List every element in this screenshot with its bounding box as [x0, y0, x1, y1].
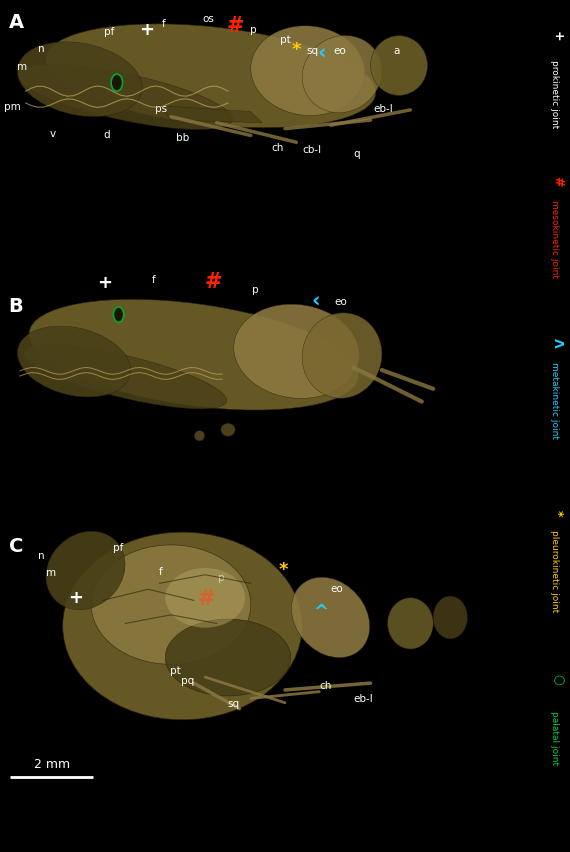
- Text: ‹: ‹: [317, 42, 327, 62]
- Text: *: *: [292, 41, 301, 60]
- Ellipse shape: [63, 532, 302, 720]
- Ellipse shape: [165, 568, 245, 628]
- Text: pm: pm: [4, 102, 21, 112]
- Text: bb: bb: [176, 133, 189, 143]
- Text: ps: ps: [154, 104, 167, 114]
- Ellipse shape: [302, 37, 382, 113]
- Circle shape: [113, 308, 124, 323]
- Text: sq: sq: [227, 698, 240, 708]
- Ellipse shape: [29, 300, 359, 411]
- Text: mesokinetic joint: mesokinetic joint: [549, 199, 559, 278]
- Text: #: #: [226, 15, 243, 36]
- Circle shape: [111, 75, 123, 92]
- Ellipse shape: [91, 545, 251, 665]
- Text: n: n: [38, 44, 44, 55]
- Ellipse shape: [18, 43, 142, 118]
- Text: p: p: [218, 573, 225, 583]
- Text: metakinetic joint: metakinetic joint: [549, 362, 559, 439]
- Text: ch: ch: [271, 143, 284, 153]
- Text: m: m: [17, 62, 27, 72]
- Text: eb-l: eb-l: [354, 693, 373, 703]
- Text: B: B: [9, 296, 23, 315]
- Ellipse shape: [433, 596, 467, 639]
- Text: m: m: [46, 567, 56, 578]
- Text: p: p: [252, 285, 259, 295]
- Ellipse shape: [18, 66, 233, 130]
- Text: eo: eo: [333, 46, 346, 56]
- Ellipse shape: [46, 532, 125, 610]
- Polygon shape: [160, 106, 262, 124]
- Text: n: n: [38, 550, 44, 561]
- Ellipse shape: [165, 619, 291, 696]
- Text: 2 mm: 2 mm: [34, 757, 70, 770]
- Ellipse shape: [18, 326, 131, 398]
- Ellipse shape: [234, 305, 359, 399]
- Ellipse shape: [46, 25, 376, 129]
- Text: v: v: [50, 129, 56, 139]
- Text: ‹: ‹: [311, 290, 320, 310]
- Text: prokinetic joint: prokinetic joint: [549, 60, 559, 128]
- Text: f: f: [162, 19, 165, 29]
- Text: ○: ○: [112, 307, 125, 320]
- Text: C: C: [9, 537, 23, 556]
- Ellipse shape: [221, 424, 235, 436]
- Text: q: q: [353, 148, 360, 158]
- Text: cb-l: cb-l: [302, 145, 321, 155]
- Ellipse shape: [302, 314, 382, 399]
- Text: p: p: [250, 25, 257, 35]
- Ellipse shape: [24, 346, 227, 409]
- Text: *: *: [551, 509, 564, 516]
- Text: f: f: [159, 566, 162, 576]
- Ellipse shape: [194, 431, 205, 441]
- Text: os: os: [202, 14, 214, 24]
- Text: ○: ○: [551, 674, 564, 684]
- Text: ○: ○: [109, 75, 121, 89]
- Text: pt: pt: [170, 665, 181, 676]
- Text: palatal joint: palatal joint: [549, 710, 559, 764]
- Text: d: d: [104, 130, 111, 140]
- Text: A: A: [9, 13, 24, 32]
- Text: a: a: [393, 46, 400, 56]
- Text: eo: eo: [330, 583, 343, 593]
- Text: +: +: [140, 20, 154, 39]
- Text: f: f: [152, 274, 156, 285]
- Text: pq: pq: [181, 675, 195, 685]
- Text: #: #: [198, 588, 215, 608]
- Text: +: +: [97, 273, 112, 292]
- Ellipse shape: [370, 37, 428, 96]
- Text: eo: eo: [335, 296, 347, 307]
- Text: pf: pf: [113, 542, 124, 552]
- Text: pt: pt: [280, 35, 290, 45]
- Text: ^: ^: [313, 602, 328, 621]
- Text: Λ: Λ: [551, 337, 564, 348]
- Ellipse shape: [291, 578, 370, 658]
- Text: #: #: [551, 176, 564, 186]
- Text: pf: pf: [104, 26, 115, 37]
- Text: sq: sq: [306, 46, 319, 56]
- Text: +: +: [68, 588, 83, 607]
- Text: *: *: [279, 560, 288, 579]
- Ellipse shape: [251, 26, 365, 117]
- Text: #: #: [205, 272, 222, 292]
- Text: ch: ch: [320, 680, 332, 690]
- Text: eb-l: eb-l: [373, 104, 393, 114]
- Text: +: +: [551, 31, 564, 41]
- Text: pleurokinetic joint: pleurokinetic joint: [549, 530, 559, 612]
- Ellipse shape: [388, 598, 433, 649]
